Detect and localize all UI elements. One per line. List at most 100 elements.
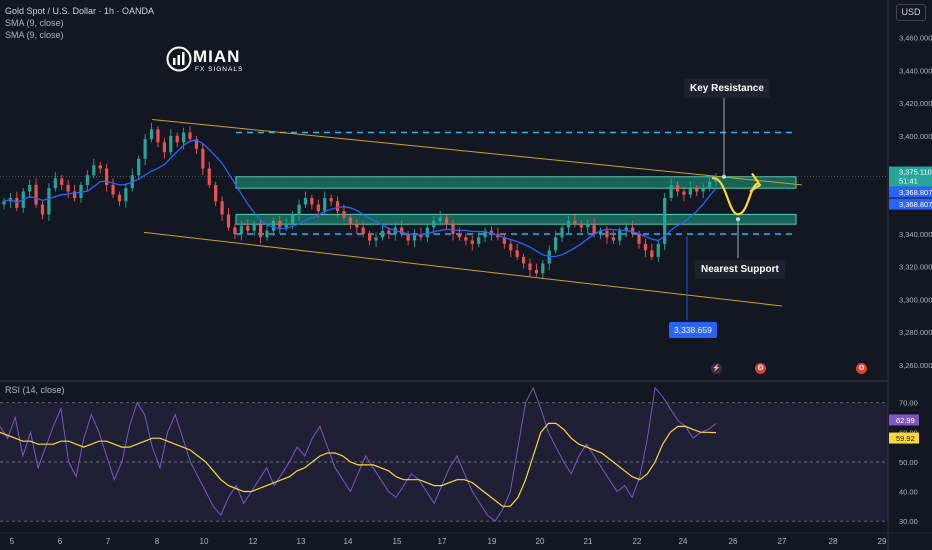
candle-body [226,214,231,228]
candle-body [297,204,301,215]
price-tick-label: 3,440.000 [899,66,932,75]
candle-body [643,243,648,251]
price-tick-label: 3,280.000 [899,328,932,337]
us-flag-event-icon-2[interactable]: ✪ [856,363,867,374]
candle-body [579,224,583,228]
time-tick-label: 22 [633,537,642,546]
rsi-last-label: 59.92 [896,434,915,443]
candle-body [105,168,109,185]
candle-body [233,227,237,234]
brand-logo: MIAN FX SIGNALS [166,44,256,78]
price-tick-label: 3,300.000 [899,295,932,304]
rsi-last-badge [889,414,919,426]
candle-body [483,230,487,238]
candle-body [509,243,513,251]
time-tick-label: 20 [536,537,545,546]
brand-name: MIAN [193,47,241,66]
time-tick-label: 6 [58,537,63,546]
time-tick-label: 17 [438,537,447,546]
candle-body [432,220,436,228]
candle-body [72,191,77,198]
candle-body [182,132,186,143]
candle-body [611,237,615,241]
candle-body [566,220,571,228]
indicator-sma-2[interactable]: SMA (9, close) [5,30,64,40]
indicator-sma-1[interactable]: SMA (9, close) [5,18,64,28]
candle-body [156,129,160,143]
candle-body [271,220,276,231]
candle-body [477,237,481,244]
candle-body [534,270,538,274]
candle-body [303,198,308,205]
time-tick-label: 13 [297,537,306,546]
candle-body [438,217,442,221]
candle-body [284,224,288,228]
us-flag-event-icon[interactable]: ✪ [755,363,766,374]
chart-legend: Gold Spot / U.S. Dollar · 1h · OANDA SMA… [5,5,154,41]
candle-body [605,230,609,238]
candle-body [406,234,410,241]
countdown-label: 51:41 [899,177,918,186]
currency-selector[interactable]: USD [896,4,926,21]
time-tick-label: 14 [344,537,353,546]
candle-body [554,237,558,251]
candle-body [598,230,603,234]
resistance-zone [235,176,797,189]
candle-body [663,198,667,244]
candle-body [361,227,365,234]
support-zone [235,213,797,225]
symbol-title[interactable]: Gold Spot / U.S. Dollar · 1h · OANDA [5,6,155,16]
sma-line [3,139,717,258]
sma-price-label: 3,368.807 [899,188,932,197]
candle-body [214,184,218,202]
candle-body [707,181,712,189]
candle-body [124,188,128,202]
descending-channel [143,118,803,307]
time-tick-label: 29 [878,537,887,546]
candle-body [355,224,359,228]
axes: 3,260.000 3,280.000 3,300.000 3,320.000 3,34… [5,34,932,546]
candle-body [265,230,269,238]
price-zones [0,131,888,235]
price-tick-label: 3,260.000 [899,361,932,370]
candle-body [28,184,32,192]
candle-body [701,188,705,192]
candle-body [650,250,654,257]
rsi-tick-label: 70.00 [899,399,918,408]
candle-body [669,184,673,198]
channel-upper-line [151,118,803,186]
candle-body [207,168,211,185]
sma-price-label: 3,368.807 [899,200,932,209]
candle-body [464,237,468,241]
time-tick-label: 12 [249,537,258,546]
rsi-lines [0,386,717,522]
sma-price-badge [889,186,932,198]
rsi-signal-line [0,422,717,507]
candle-body [34,184,38,205]
candle-body [220,201,224,215]
candle-body [412,234,417,241]
candle-body [470,240,474,244]
sma-price-badge [889,198,932,210]
rsi-tick-label: 40.00 [899,488,918,497]
candle-body [316,204,320,212]
rsi-last-label: 62.99 [896,416,915,425]
candle-body [239,225,243,234]
candle-body [387,230,391,234]
key-resistance-label: Key Resistance [684,79,770,98]
candle-body [40,204,45,215]
candle-body [528,263,532,270]
candle-body [149,129,154,140]
candle-body [451,224,455,234]
candle-body [162,142,166,153]
flash-event-icon[interactable]: ⚡ [711,363,722,374]
candle-body [573,220,577,225]
nearest-support-label: Nearest Support [695,260,785,279]
candle-body [425,227,429,238]
sma-polyline [3,139,717,258]
time-tick-label: 10 [200,537,209,546]
candle-body [457,234,462,238]
bull-icon [166,46,192,72]
candle-body [246,225,250,231]
